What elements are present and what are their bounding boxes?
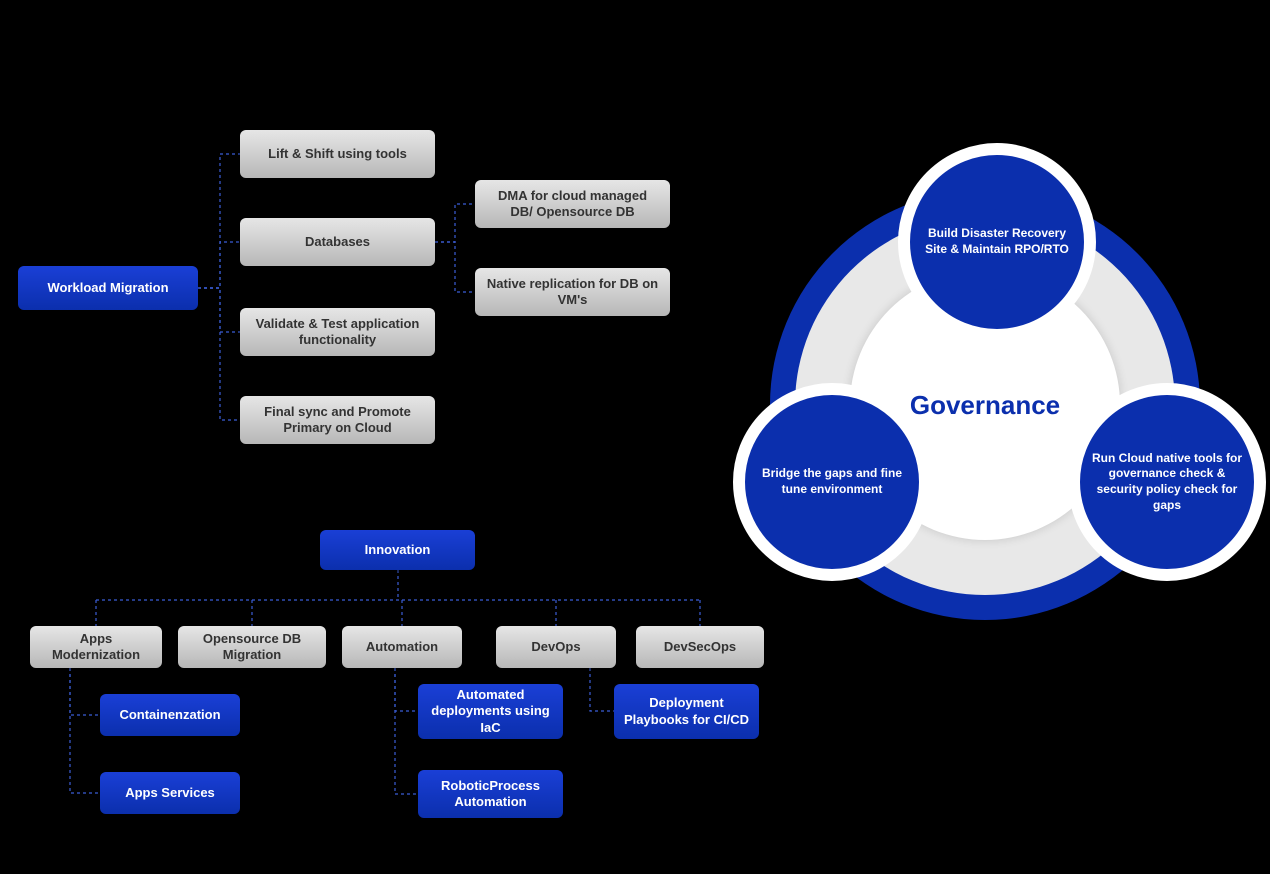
node-devsecops: DevSecOps <box>636 626 764 668</box>
node-final-sync: Final sync and Promote Primary on Cloud <box>240 396 435 444</box>
node-opensource-db: Opensource DB Migration <box>178 626 326 668</box>
node-automation: Automation <box>342 626 462 668</box>
node-devops: DevOps <box>496 626 616 668</box>
node-databases: Databases <box>240 218 435 266</box>
node-validate-test: Validate & Test application functionalit… <box>240 308 435 356</box>
governance-bubble-left: Bridge the gaps and fine tune environmen… <box>733 383 931 581</box>
governance-bubble-left-label: Bridge the gaps and fine tune environmen… <box>757 466 907 497</box>
governance-bubble-top: Build Disaster Recovery Site & Maintain … <box>898 143 1096 341</box>
governance-bubble-top-label: Build Disaster Recovery Site & Maintain … <box>922 226 1072 257</box>
node-playbooks: Deployment Playbooks for CI/CD <box>614 684 759 739</box>
node-automated-iac: Automated deployments using IaC <box>418 684 563 739</box>
governance-bubble-right: Run Cloud native tools for governance ch… <box>1068 383 1266 581</box>
node-apps-services: Apps Services <box>100 772 240 814</box>
node-apps-modernization: Apps Modernization <box>30 626 162 668</box>
governance-title: Governance <box>910 390 1060 421</box>
node-innovation: Innovation <box>320 530 475 570</box>
node-lift-shift: Lift & Shift using tools <box>240 130 435 178</box>
node-rpa: RoboticProcess Automation <box>418 770 563 818</box>
node-workload-migration: Workload Migration <box>18 266 198 310</box>
node-native-replication: Native replication for DB on VM's <box>475 268 670 316</box>
node-dma: DMA for cloud managed DB/ Opensource DB <box>475 180 670 228</box>
node-containerization: Containenzation <box>100 694 240 736</box>
governance-bubble-right-label: Run Cloud native tools for governance ch… <box>1092 451 1242 513</box>
